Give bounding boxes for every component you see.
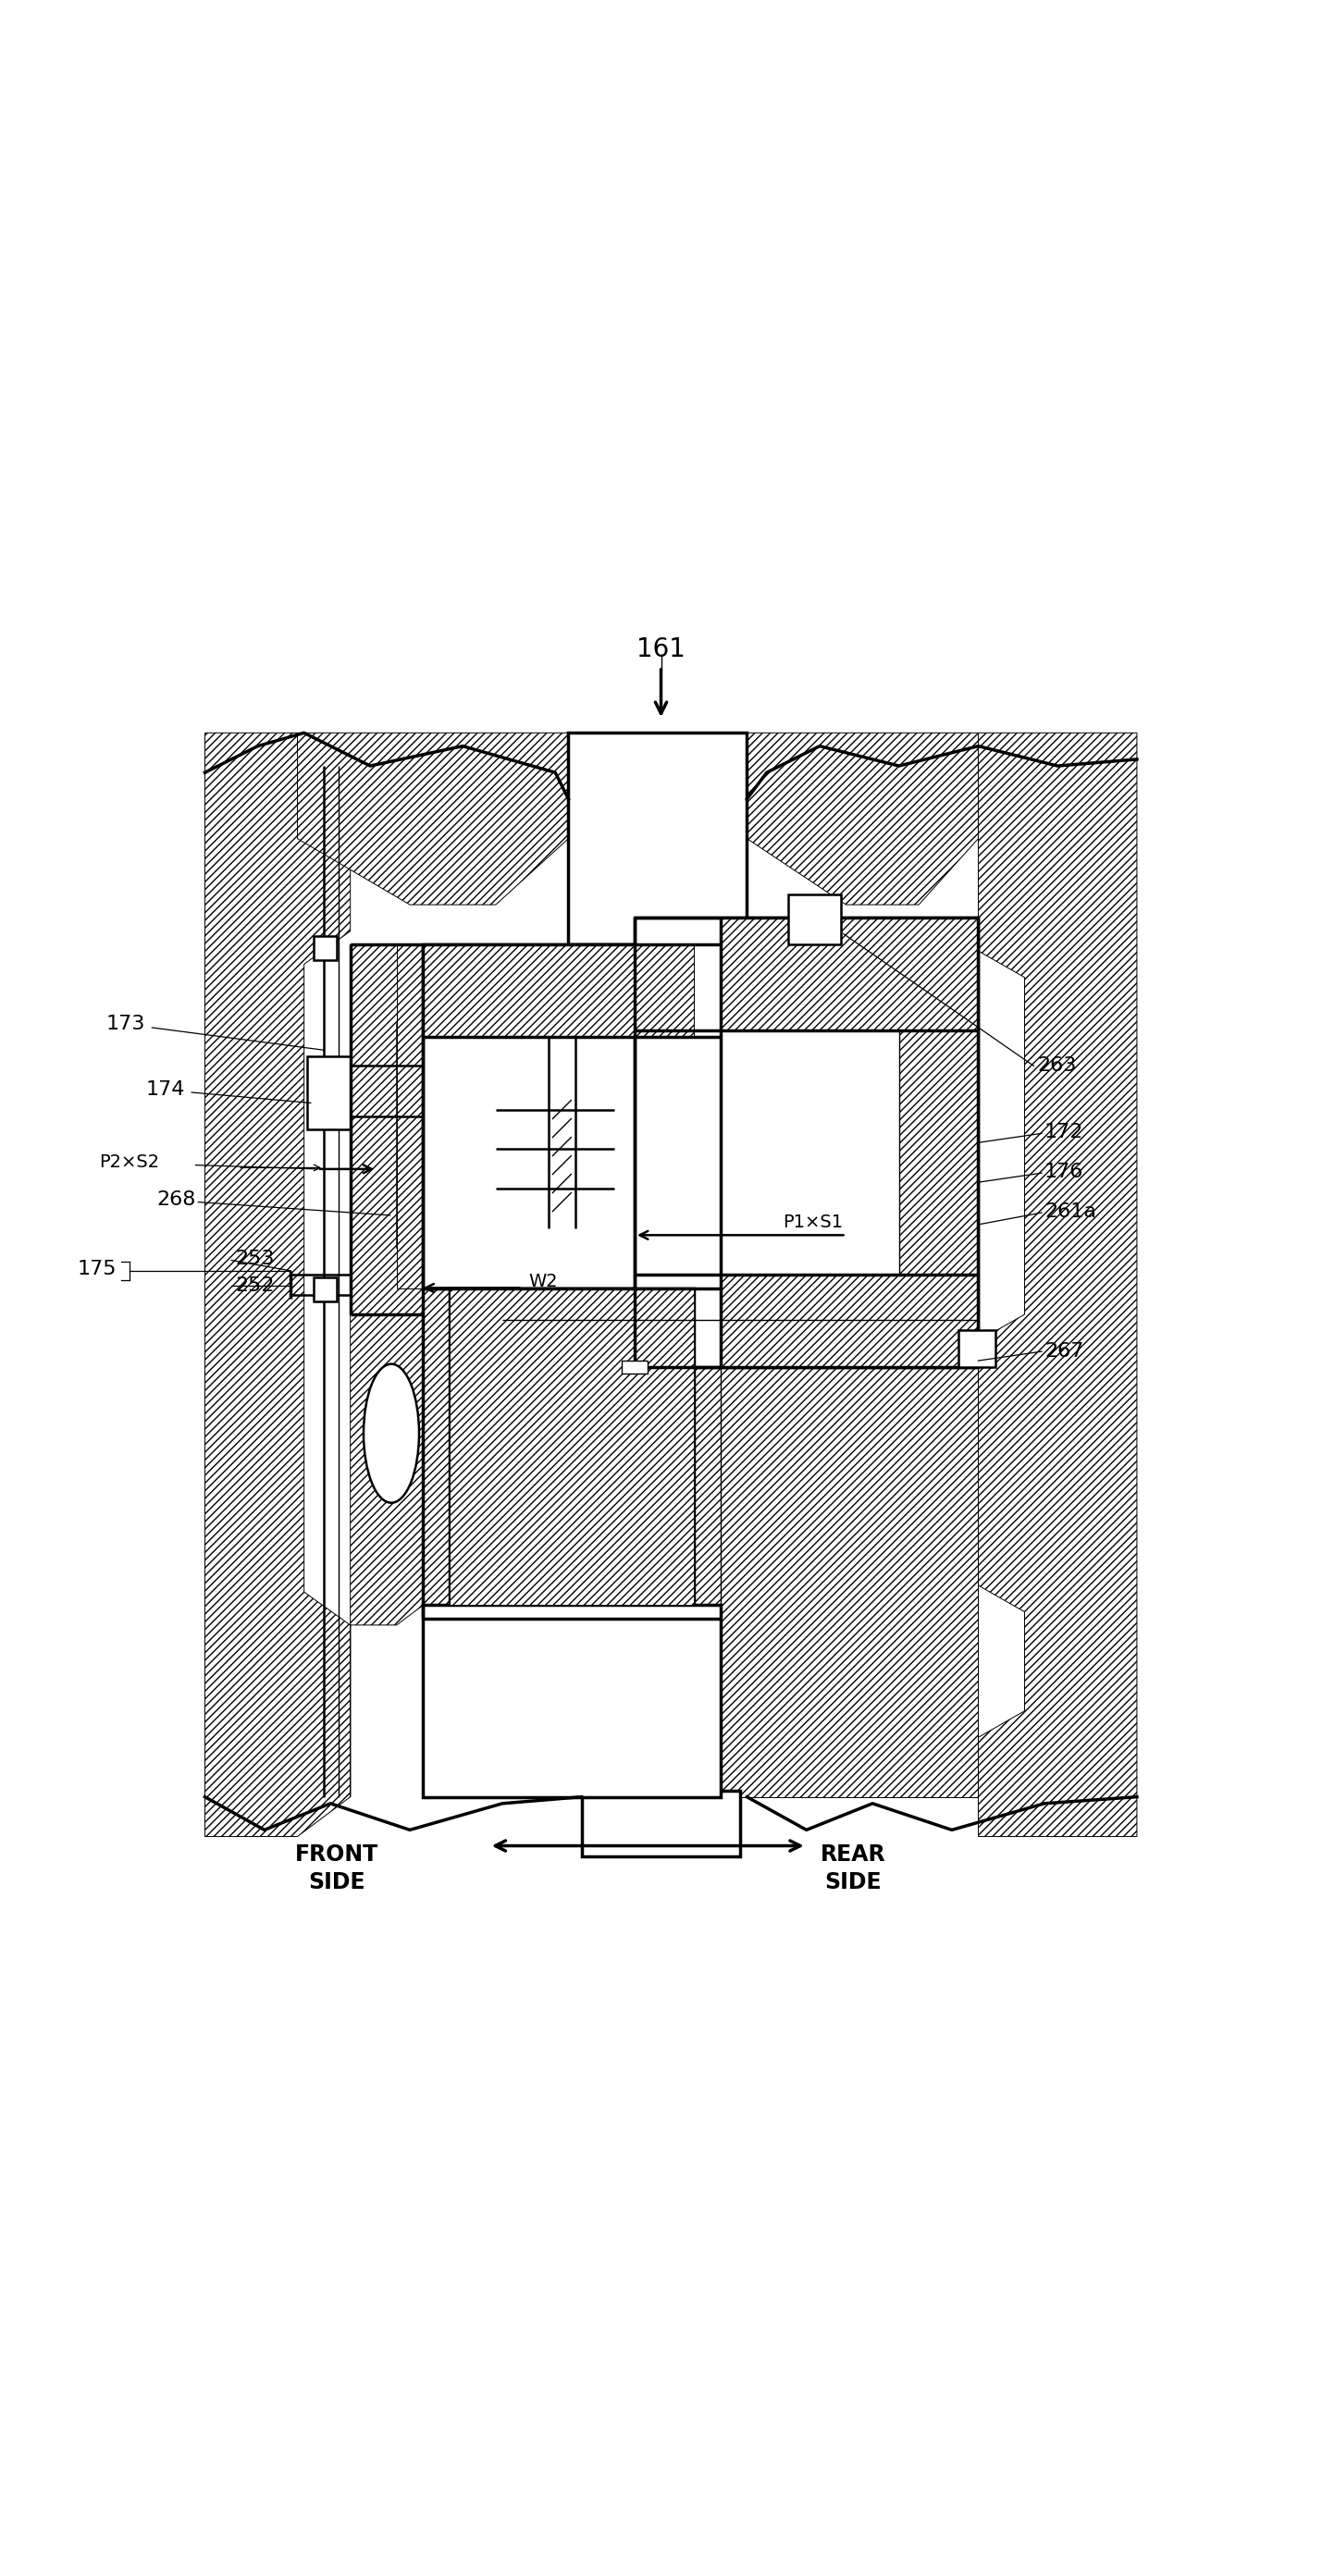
Bar: [635, 917, 978, 1368]
Text: FRONT: FRONT: [295, 1844, 379, 1865]
Text: 174: 174: [145, 1079, 185, 1100]
Polygon shape: [978, 732, 1137, 1837]
Bar: [423, 945, 694, 1288]
Bar: [449, 1288, 694, 1605]
Text: 268: 268: [156, 1190, 196, 1208]
Text: 253: 253: [235, 1249, 275, 1267]
Bar: [958, 1329, 995, 1368]
Bar: [313, 938, 337, 961]
Polygon shape: [747, 732, 978, 904]
Text: SIDE: SIDE: [308, 1870, 366, 1893]
Text: 261a: 261a: [1044, 1203, 1096, 1221]
Polygon shape: [297, 732, 568, 904]
Text: 263: 263: [1038, 1056, 1077, 1074]
Bar: [307, 1056, 350, 1128]
Polygon shape: [350, 945, 423, 1314]
Text: 176: 176: [1044, 1162, 1084, 1180]
Polygon shape: [449, 1288, 694, 1605]
Text: SIDE: SIDE: [824, 1870, 882, 1893]
Bar: [788, 894, 841, 945]
Ellipse shape: [364, 1365, 419, 1502]
Bar: [621, 1360, 648, 1373]
Polygon shape: [720, 1314, 978, 1798]
Polygon shape: [899, 1030, 978, 1275]
Text: 172: 172: [1044, 1123, 1084, 1141]
Polygon shape: [205, 732, 350, 1837]
Text: P2×S2: P2×S2: [99, 1154, 160, 1172]
Text: 161: 161: [636, 636, 686, 662]
Bar: [313, 1278, 337, 1301]
Polygon shape: [423, 945, 694, 1038]
Text: W2: W2: [529, 1273, 558, 1291]
Polygon shape: [720, 917, 978, 1030]
Text: P1×S1: P1×S1: [783, 1213, 843, 1231]
Text: 267: 267: [1044, 1342, 1084, 1360]
Bar: [423, 1605, 720, 1798]
Polygon shape: [397, 945, 720, 1288]
Text: 175: 175: [77, 1260, 116, 1278]
Polygon shape: [350, 1314, 423, 1798]
Text: REAR: REAR: [820, 1844, 886, 1865]
Bar: [568, 732, 747, 945]
Text: 173: 173: [106, 1015, 145, 1033]
Polygon shape: [423, 1288, 720, 1618]
Bar: [582, 1790, 740, 1857]
Polygon shape: [720, 1275, 978, 1368]
Text: 252: 252: [235, 1275, 275, 1296]
